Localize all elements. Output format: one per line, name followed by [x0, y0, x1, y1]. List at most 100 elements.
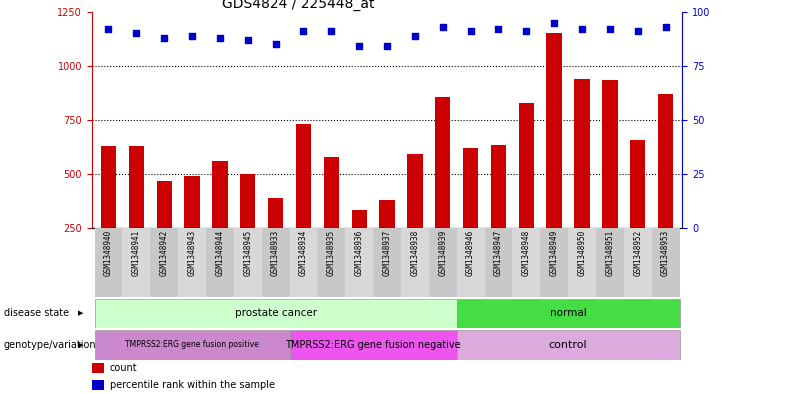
Point	[381, 43, 393, 50]
Point	[102, 26, 115, 32]
Text: GSM1348952: GSM1348952	[634, 230, 642, 276]
Text: normal: normal	[550, 309, 587, 318]
Bar	[658, 94, 674, 282]
Bar	[122, 228, 150, 297]
Point	[269, 41, 282, 47]
Point	[241, 37, 254, 43]
Text: GSM1348945: GSM1348945	[243, 230, 252, 276]
Point	[547, 19, 560, 26]
Bar	[150, 228, 178, 297]
Point	[158, 35, 171, 41]
Bar	[435, 97, 450, 282]
Text: GSM1348938: GSM1348938	[410, 230, 420, 276]
Point	[214, 35, 227, 41]
Bar	[268, 198, 283, 282]
Bar	[456, 228, 484, 297]
Text: GSM1348935: GSM1348935	[327, 230, 336, 276]
Text: genotype/variation: genotype/variation	[4, 340, 97, 350]
Bar	[596, 228, 624, 297]
Point	[492, 26, 505, 32]
Text: count: count	[110, 363, 137, 373]
Text: GSM1348936: GSM1348936	[354, 230, 364, 276]
Point	[297, 28, 310, 35]
Point	[353, 43, 365, 50]
Title: GDS4824 / 225448_at: GDS4824 / 225448_at	[222, 0, 375, 11]
Bar	[630, 140, 646, 282]
Bar	[602, 80, 618, 282]
Bar	[262, 228, 290, 297]
Text: percentile rank within the sample: percentile rank within the sample	[110, 380, 275, 390]
Text: GSM1348940: GSM1348940	[104, 230, 113, 276]
Point	[603, 26, 616, 32]
Bar	[652, 228, 680, 297]
Bar	[346, 228, 373, 297]
Text: ▶: ▶	[78, 310, 84, 316]
Bar	[568, 228, 596, 297]
Text: GSM1348953: GSM1348953	[661, 230, 670, 276]
Bar	[290, 330, 456, 360]
Text: disease state: disease state	[4, 309, 69, 318]
Point	[464, 28, 477, 35]
Bar	[234, 228, 262, 297]
Text: GSM1348947: GSM1348947	[494, 230, 503, 276]
Bar	[128, 146, 144, 282]
Bar	[512, 228, 540, 297]
Bar	[94, 299, 456, 328]
Text: GSM1348946: GSM1348946	[466, 230, 475, 276]
Bar	[184, 176, 200, 282]
Bar	[456, 299, 680, 328]
Bar	[156, 182, 172, 282]
Text: TMPRSS2:ERG gene fusion negative: TMPRSS2:ERG gene fusion negative	[286, 340, 461, 350]
Bar	[94, 330, 290, 360]
Bar	[92, 380, 104, 390]
Point	[409, 33, 421, 39]
Point	[659, 24, 672, 30]
Bar	[296, 124, 311, 282]
Text: GSM1348933: GSM1348933	[271, 230, 280, 276]
Bar	[491, 145, 506, 282]
Bar	[484, 228, 512, 297]
Point	[520, 28, 533, 35]
Bar	[212, 161, 227, 282]
Bar	[547, 33, 562, 282]
Text: GSM1348948: GSM1348948	[522, 230, 531, 276]
Bar	[456, 330, 680, 360]
Text: GSM1348944: GSM1348944	[215, 230, 224, 276]
Text: GSM1348934: GSM1348934	[299, 230, 308, 276]
Point	[437, 24, 449, 30]
Bar	[206, 228, 234, 297]
Text: GSM1348949: GSM1348949	[550, 230, 559, 276]
Text: GSM1348942: GSM1348942	[160, 230, 168, 276]
Text: GSM1348939: GSM1348939	[438, 230, 447, 276]
Bar	[318, 228, 346, 297]
Text: GSM1348950: GSM1348950	[578, 230, 587, 276]
Text: prostate cancer: prostate cancer	[235, 309, 317, 318]
Text: GSM1348941: GSM1348941	[132, 230, 140, 276]
Bar	[575, 79, 590, 282]
Bar	[540, 228, 568, 297]
Point	[631, 28, 644, 35]
Text: GSM1348937: GSM1348937	[382, 230, 392, 276]
Point	[575, 26, 588, 32]
Bar	[463, 148, 478, 282]
Bar	[373, 228, 401, 297]
Bar	[324, 156, 339, 282]
Bar	[379, 200, 395, 282]
Bar	[290, 228, 318, 297]
Point	[186, 33, 199, 39]
Text: control: control	[549, 340, 587, 350]
Point	[325, 28, 338, 35]
Point	[130, 30, 143, 37]
Bar	[401, 228, 429, 297]
Bar	[101, 146, 117, 282]
Text: GSM1348943: GSM1348943	[188, 230, 196, 276]
Bar	[94, 228, 122, 297]
Bar	[92, 363, 104, 373]
Text: ▶: ▶	[78, 342, 84, 348]
Bar	[429, 228, 456, 297]
Bar	[240, 174, 255, 282]
Bar	[407, 154, 423, 282]
Text: GSM1348951: GSM1348951	[606, 230, 614, 276]
Bar	[624, 228, 652, 297]
Text: TMPRSS2:ERG gene fusion positive: TMPRSS2:ERG gene fusion positive	[125, 340, 259, 349]
